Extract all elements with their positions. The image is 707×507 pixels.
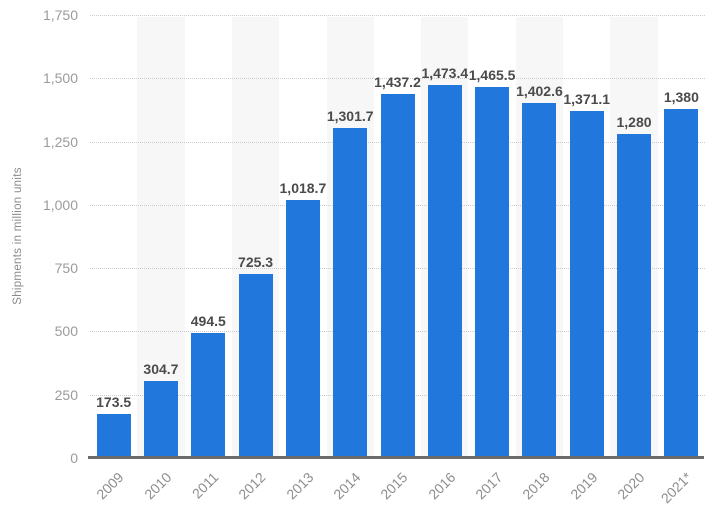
x-tick-2020: 2020 <box>614 469 648 503</box>
x-tick-2011: 2011 <box>188 469 222 502</box>
bar-2019[interactable] <box>569 110 604 458</box>
y-tick-500: 500 <box>54 323 78 340</box>
y-tick-750: 750 <box>54 260 78 277</box>
bar-2015[interactable] <box>380 94 415 458</box>
plot-area: 173.5 304.7 494.5 725.3 1,018.7 1,301.7 1,437.… <box>90 15 705 458</box>
value-label-2011: 494.5 <box>190 312 226 329</box>
value-label-2015: 1,437.2 <box>374 74 421 91</box>
gridline-1750 <box>90 15 705 16</box>
x-tick-2015: 2015 <box>377 469 411 503</box>
bar-2012[interactable] <box>238 274 273 458</box>
y-tick-250: 250 <box>54 386 78 403</box>
value-label-2020: 1,280 <box>616 113 652 130</box>
bar-2014[interactable] <box>333 128 368 458</box>
y-tick-0: 0 <box>70 450 78 466</box>
x-tick-2012: 2012 <box>235 469 269 503</box>
x-tick-2009: 2009 <box>93 469 127 503</box>
x-tick-2016: 2016 <box>424 469 459 503</box>
x-tick-2017: 2017 <box>472 469 506 503</box>
bar-2010[interactable] <box>143 380 178 458</box>
value-label-2014: 1,301.7 <box>326 108 374 125</box>
value-label-2016: 1,473.4 <box>421 65 469 82</box>
bar-2009[interactable] <box>96 414 131 458</box>
y-tick-1,250: 1,250 <box>42 133 78 150</box>
value-label-2009: 173.5 <box>96 394 132 411</box>
value-label-2013: 1,018.7 <box>279 180 327 197</box>
bar-2013[interactable] <box>285 200 320 458</box>
y-tick-1,500: 1,500 <box>42 70 78 87</box>
value-label-2017: 1,465.5 <box>468 67 516 84</box>
x-tick-2014: 2014 <box>330 469 364 503</box>
bar-2018[interactable] <box>522 102 557 458</box>
value-label-2018: 1,402.6 <box>516 82 563 99</box>
y-tick-1,750: 1,750 <box>42 7 78 23</box>
gridline-1500 <box>90 78 705 80</box>
value-label-2012: 725.3 <box>238 254 274 271</box>
x-tick-2018: 2018 <box>519 469 553 503</box>
value-label-2019: 1,371.1 <box>563 90 611 107</box>
bar-2020[interactable] <box>617 133 652 458</box>
value-label-2010: 304.7 <box>143 360 179 377</box>
y-axis-tick-labels: 0 250 500 750 1,000 1,250 1,500 1,750 <box>0 0 80 507</box>
bar-2021*[interactable] <box>664 108 699 458</box>
x-tick-2019: 2019 <box>566 469 601 503</box>
x-axis-line <box>88 456 704 459</box>
value-label-2021*: 1,380 <box>663 88 699 105</box>
bar-2017[interactable] <box>475 87 510 458</box>
x-tick-2010: 2010 <box>140 469 175 503</box>
x-tick-2013: 2013 <box>282 469 317 503</box>
bar-2016[interactable] <box>427 85 462 458</box>
x-tick-2021*: 2021* <box>657 469 695 507</box>
bar-2011[interactable] <box>191 332 226 458</box>
y-tick-1,000: 1,000 <box>42 196 78 213</box>
